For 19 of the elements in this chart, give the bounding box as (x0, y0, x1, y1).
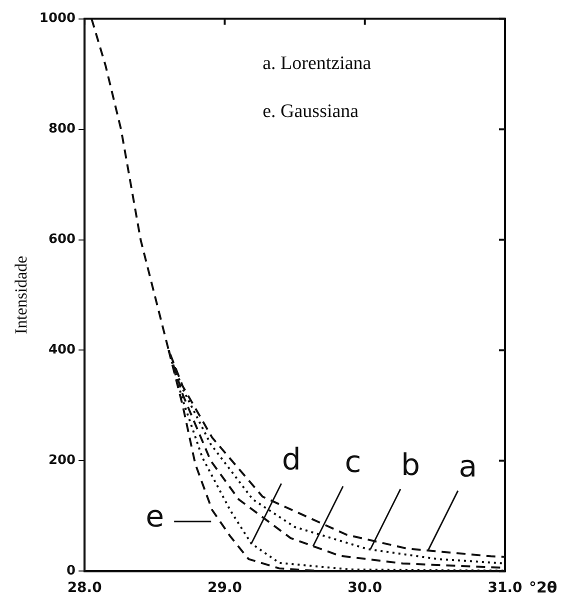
y-axis-title: Intensidade (12, 256, 31, 334)
annotation: c (344, 445, 362, 480)
y-tick-label: 800 (48, 122, 76, 137)
x-tick-label: 31.0 (488, 580, 523, 596)
x-tick-label: 28.0 (67, 580, 102, 596)
annotation: b (400, 448, 420, 483)
annotation: a. Lorentziana (262, 52, 372, 74)
annotation: e. Gaussiana (262, 100, 360, 122)
y-tick-label: 200 (48, 453, 76, 468)
annotation: a (458, 450, 478, 485)
y-tick-label: 1000 (39, 11, 76, 26)
y-tick-label: 600 (48, 232, 76, 248)
x-axis-title: °2θ (529, 578, 558, 597)
annotation: d (282, 442, 301, 478)
y-tick-label: 0 (66, 564, 76, 579)
annotation: e (146, 499, 164, 534)
x-tick-label: 29.0 (207, 580, 242, 596)
x-tick-label: 30.0 (348, 580, 382, 596)
y-tick-label: 400 (48, 342, 76, 358)
